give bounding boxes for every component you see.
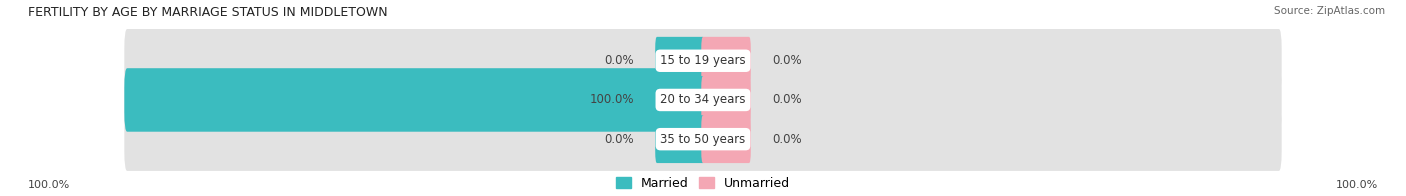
Text: 0.0%: 0.0%: [772, 93, 801, 106]
FancyBboxPatch shape: [702, 115, 751, 163]
FancyBboxPatch shape: [702, 37, 751, 85]
Text: 0.0%: 0.0%: [772, 133, 801, 146]
FancyBboxPatch shape: [124, 29, 1282, 93]
FancyBboxPatch shape: [655, 37, 704, 85]
Text: 100.0%: 100.0%: [589, 93, 634, 106]
Text: 20 to 34 years: 20 to 34 years: [661, 93, 745, 106]
Text: FERTILITY BY AGE BY MARRIAGE STATUS IN MIDDLETOWN: FERTILITY BY AGE BY MARRIAGE STATUS IN M…: [28, 6, 388, 19]
Text: 35 to 50 years: 35 to 50 years: [661, 133, 745, 146]
Text: Source: ZipAtlas.com: Source: ZipAtlas.com: [1274, 6, 1385, 16]
Text: 100.0%: 100.0%: [28, 180, 70, 190]
Text: 0.0%: 0.0%: [605, 54, 634, 67]
FancyBboxPatch shape: [655, 115, 704, 163]
Text: 100.0%: 100.0%: [1336, 180, 1378, 190]
FancyBboxPatch shape: [124, 68, 706, 132]
Text: 0.0%: 0.0%: [772, 54, 801, 67]
FancyBboxPatch shape: [702, 76, 751, 124]
FancyBboxPatch shape: [655, 76, 704, 124]
FancyBboxPatch shape: [124, 107, 1282, 171]
FancyBboxPatch shape: [124, 68, 1282, 132]
Legend: Married, Unmarried: Married, Unmarried: [616, 177, 790, 190]
Text: 15 to 19 years: 15 to 19 years: [661, 54, 745, 67]
Text: 0.0%: 0.0%: [605, 133, 634, 146]
